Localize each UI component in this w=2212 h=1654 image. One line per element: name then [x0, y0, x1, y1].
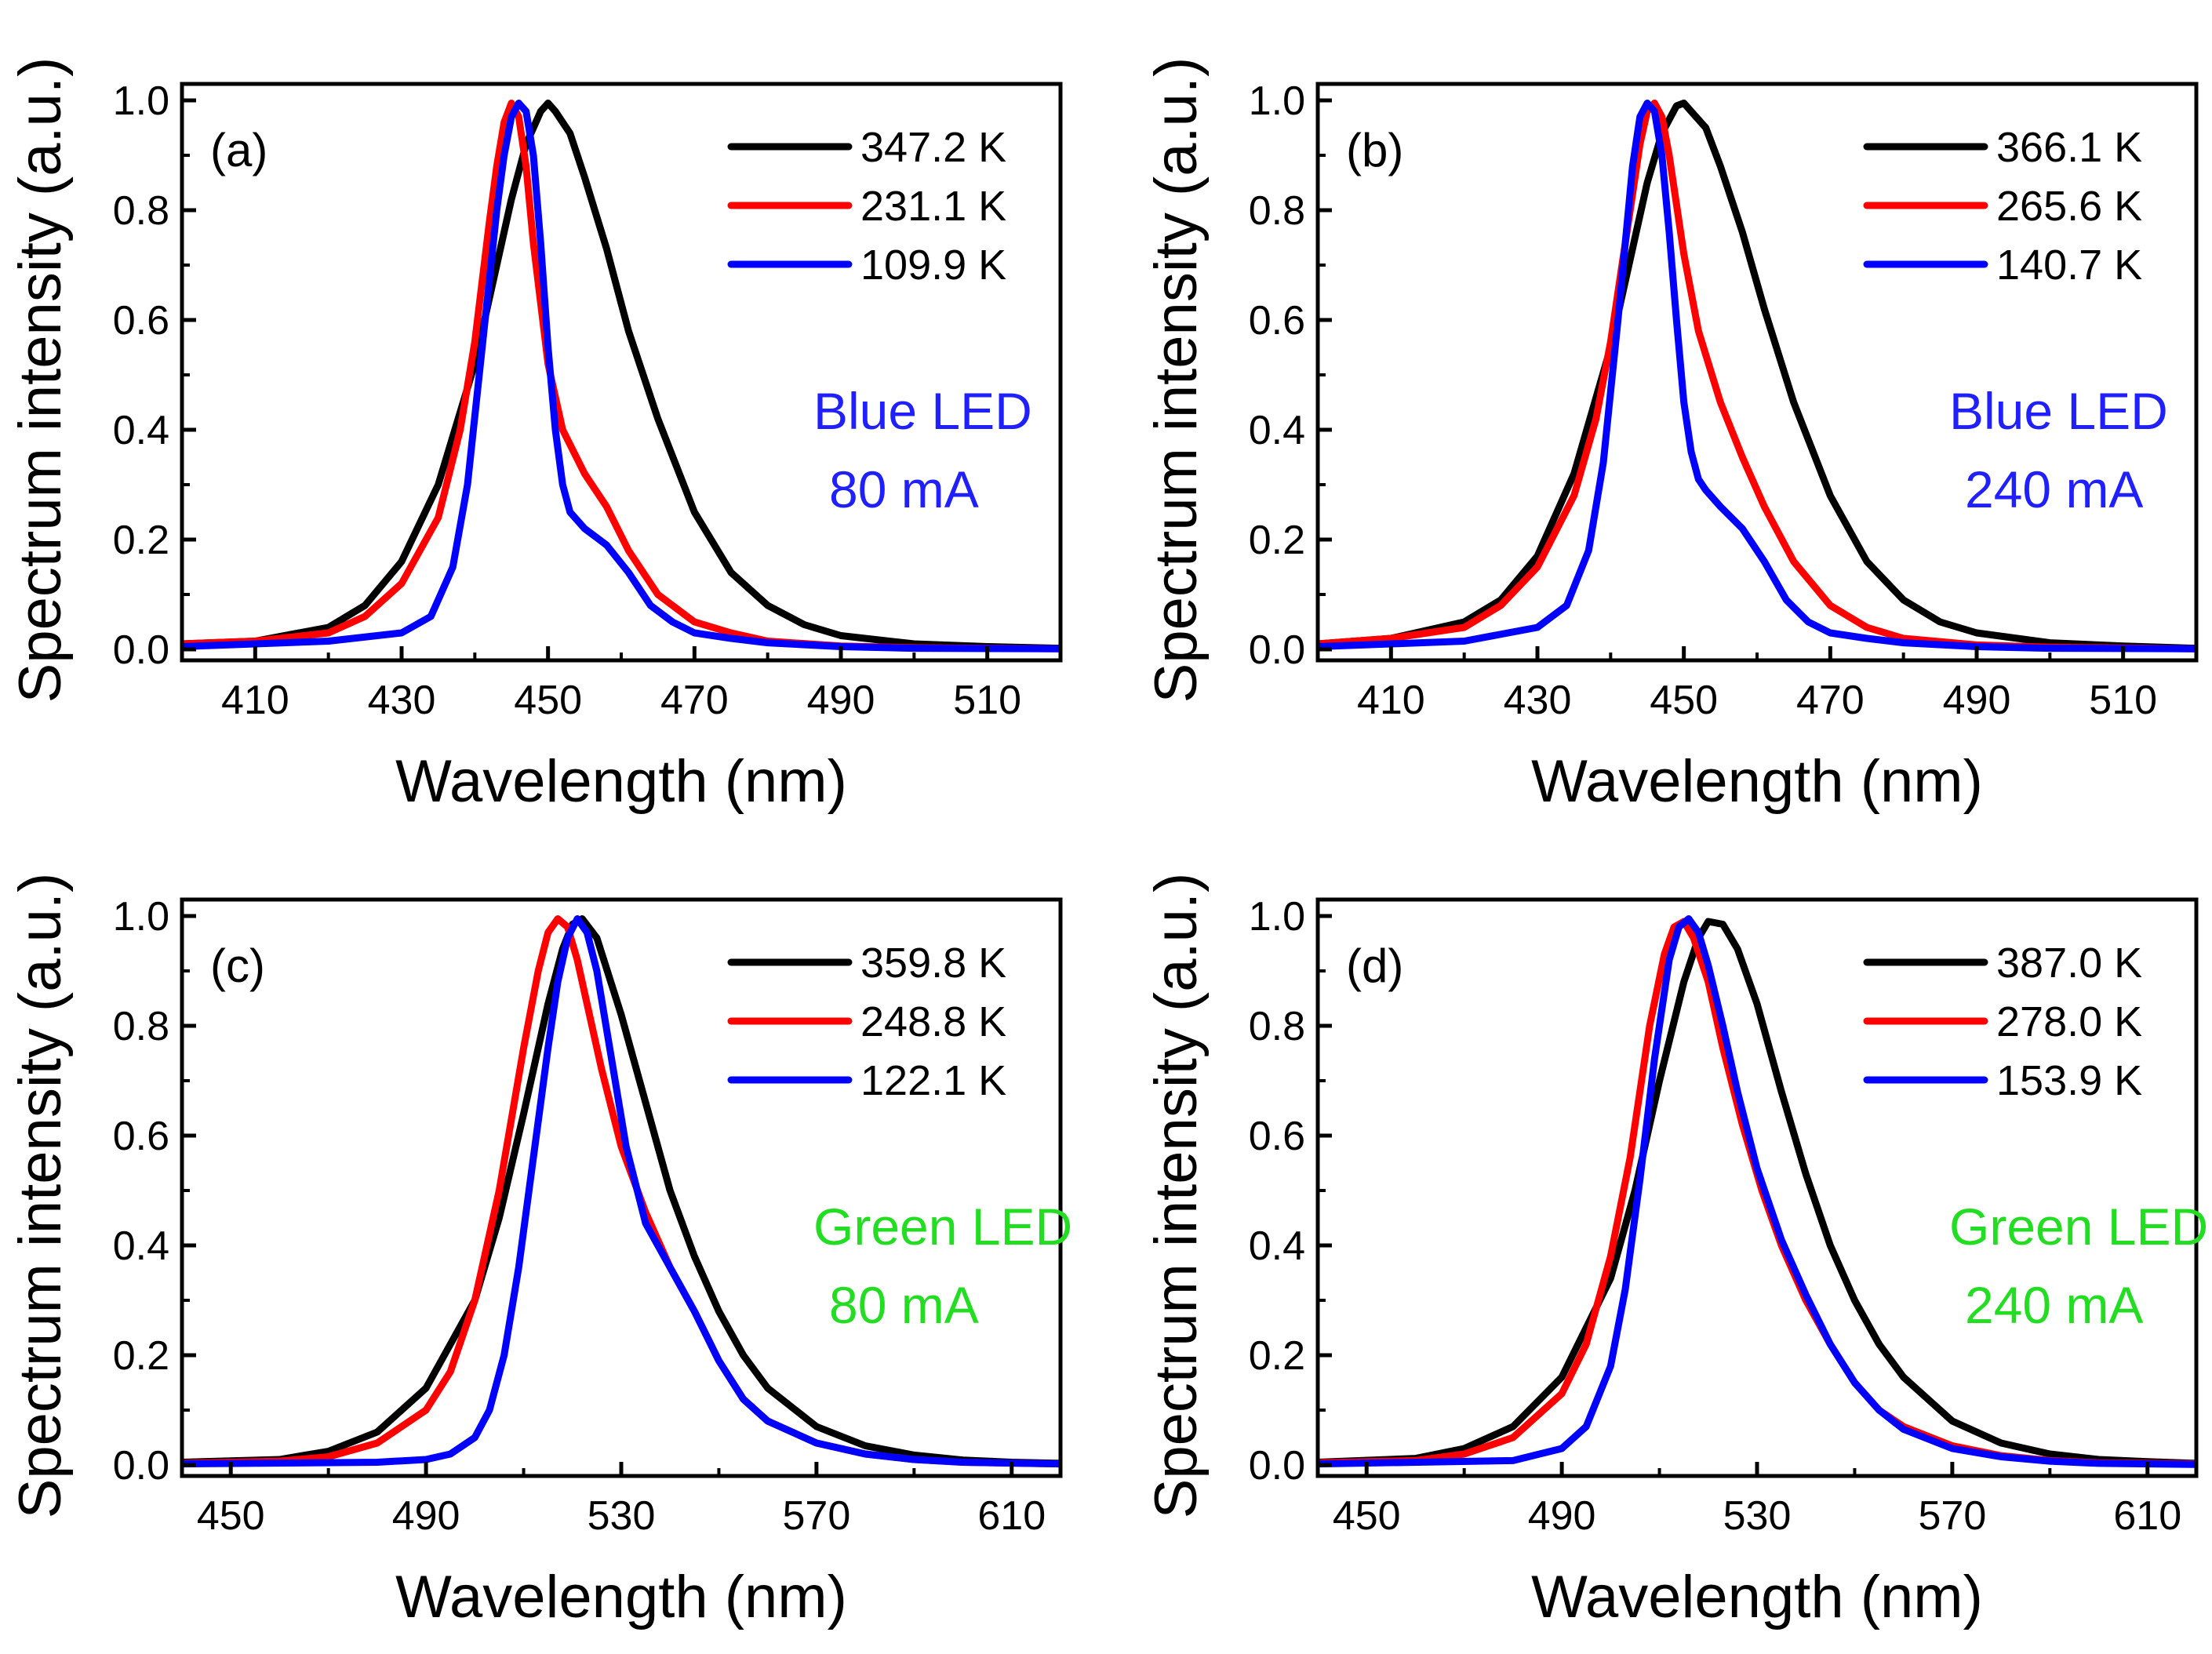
series-line-d-1	[1318, 918, 2196, 1467]
y-tick-label-d: 1.0	[1249, 894, 1305, 940]
legend-label-c: 359.8 K	[860, 940, 1006, 987]
y-tick-label-d: 0.2	[1249, 1333, 1305, 1379]
legend-label-d: 278.0 K	[1996, 998, 2142, 1045]
x-tick-label-a: 510	[953, 678, 1021, 723]
legend-label-a: 109.9 K	[860, 242, 1006, 289]
y-tick-label-b: 0.6	[1249, 298, 1305, 344]
x-tick-label-a: 410	[221, 678, 289, 723]
x-tick-label-c: 490	[392, 1493, 460, 1539]
legend-label-c: 248.8 K	[860, 998, 1006, 1045]
y-axis-title-c: Spectrum intensity (a.u.)	[7, 873, 74, 1519]
series-line-a-2	[182, 100, 1061, 653]
series-line-a-3	[182, 100, 1061, 653]
y-tick-label-d: 0.4	[1249, 1223, 1305, 1269]
y-tick-label-a: 0.2	[113, 518, 169, 563]
y-tick-label-a: 0.8	[113, 188, 169, 234]
y-axis-title-a: Spectrum intensity (a.u.)	[7, 57, 74, 703]
y-tick-label-c: 0.2	[113, 1333, 169, 1379]
legend-label-b: 140.7 K	[1996, 242, 2142, 289]
x-tick-label-b: 450	[1650, 678, 1718, 723]
legend-label-a: 231.1 K	[860, 183, 1006, 230]
x-tick-label-b: 490	[1943, 678, 2011, 723]
x-tick-label-d: 610	[2113, 1493, 2181, 1539]
y-tick-label-a: 0.6	[113, 298, 169, 344]
x-tick-label-c: 610	[977, 1493, 1046, 1539]
y-axis-title-d: Spectrum intensity (a.u.)	[1143, 873, 1210, 1519]
annotation-current-b: 240 mA	[1965, 460, 2143, 518]
y-tick-label-b: 0.8	[1249, 188, 1305, 234]
x-tick-label-a: 430	[368, 678, 436, 723]
x-tick-label-b: 430	[1504, 678, 1572, 723]
y-tick-label-b: 0.4	[1249, 408, 1305, 453]
series-line-b-3	[1318, 100, 2196, 653]
panel-d: 450 490 530 570 610 0.0 0.2 0.4 0.6 0.8 1.0 Wavelen…	[1143, 873, 2208, 1630]
y-tick-label-c: 0.6	[113, 1114, 169, 1159]
annotation-led-type-b: Blue LED	[1949, 382, 2168, 440]
x-tick-label-d: 450	[1333, 1493, 1401, 1539]
y-tick-label-d: 0.6	[1249, 1114, 1305, 1159]
x-axis-title-c: Wavelength (nm)	[395, 1564, 847, 1630]
panel-b: 410 430 450 470 490 510 0.0 0.2 0.4 0.6 0.8 1.0 Wave…	[1143, 57, 2199, 815]
y-tick-label-b: 0.2	[1249, 518, 1305, 563]
y-tick-label-d: 0.0	[1249, 1443, 1305, 1489]
legend-label-b: 265.6 K	[1996, 183, 2142, 230]
panel-label-c: (c)	[210, 940, 265, 992]
panel-label-a: (a)	[210, 124, 267, 176]
x-tick-label-b: 510	[2089, 678, 2157, 723]
x-tick-label-d: 530	[1723, 1493, 1792, 1539]
legend-label-d: 153.9 K	[1996, 1057, 2142, 1104]
x-tick-label-c: 450	[197, 1493, 265, 1539]
x-axis-title-b: Wavelength (nm)	[1531, 748, 1983, 815]
series-line-d-3	[1318, 915, 2196, 1468]
annotation-led-type-d: Green LED	[1949, 1198, 2208, 1256]
x-tick-label-d: 490	[1528, 1493, 1596, 1539]
x-tick-label-a: 470	[660, 678, 729, 723]
series-line-b-1	[1318, 100, 2196, 653]
y-tick-label-c: 0.0	[113, 1443, 169, 1489]
panel-a: 410 430 450 470 490 510 0.0 0.2 0.4 0.6 0.8 1.0 Wave…	[7, 57, 1063, 815]
series-line-c-3	[182, 915, 1061, 1468]
series-line-c-1	[182, 915, 1061, 1467]
x-tick-label-c: 570	[783, 1493, 851, 1539]
y-tick-label-a: 0.0	[113, 627, 169, 673]
series-line-b-2	[1318, 100, 2196, 653]
panel-label-b: (b)	[1346, 124, 1403, 176]
x-tick-label-a: 450	[514, 678, 582, 723]
legend-label-a: 347.2 K	[860, 124, 1006, 171]
y-tick-label-c: 0.4	[113, 1223, 169, 1269]
x-axis-title-a: Wavelength (nm)	[395, 748, 847, 815]
annotation-current-d: 240 mA	[1965, 1276, 2143, 1334]
legend-label-c: 122.1 K	[860, 1057, 1006, 1104]
y-tick-label-a: 1.0	[113, 78, 169, 124]
y-axis-title-b: Spectrum intensity (a.u.)	[1143, 57, 1210, 703]
y-tick-label-a: 0.4	[113, 408, 169, 453]
x-tick-label-c: 530	[588, 1493, 656, 1539]
legend-label-d: 387.0 K	[1996, 940, 2142, 987]
panel-label-d: (d)	[1346, 940, 1403, 992]
annotation-current-a: 80 mA	[829, 460, 979, 518]
x-tick-label-a: 490	[807, 678, 875, 723]
y-tick-label-b: 0.0	[1249, 627, 1305, 673]
y-tick-label-c: 0.8	[113, 1004, 169, 1049]
y-tick-label-b: 1.0	[1249, 78, 1305, 124]
x-tick-label-b: 410	[1357, 678, 1425, 723]
panel-c: 450 490 530 570 610 0.0 0.2 0.4 0.6 0.8 1.0 Wavelen…	[7, 873, 1072, 1630]
y-tick-label-c: 1.0	[113, 894, 169, 940]
series-line-a-1	[182, 100, 1061, 653]
x-tick-label-d: 570	[1919, 1493, 1987, 1539]
annotation-led-type-a: Blue LED	[813, 382, 1032, 440]
y-tick-label-d: 0.8	[1249, 1004, 1305, 1049]
annotation-led-type-c: Green LED	[813, 1198, 1072, 1256]
x-tick-label-b: 470	[1796, 678, 1865, 723]
x-axis-title-d: Wavelength (nm)	[1531, 1564, 1983, 1630]
legend-label-b: 366.1 K	[1996, 124, 2142, 171]
annotation-current-c: 80 mA	[829, 1276, 979, 1334]
